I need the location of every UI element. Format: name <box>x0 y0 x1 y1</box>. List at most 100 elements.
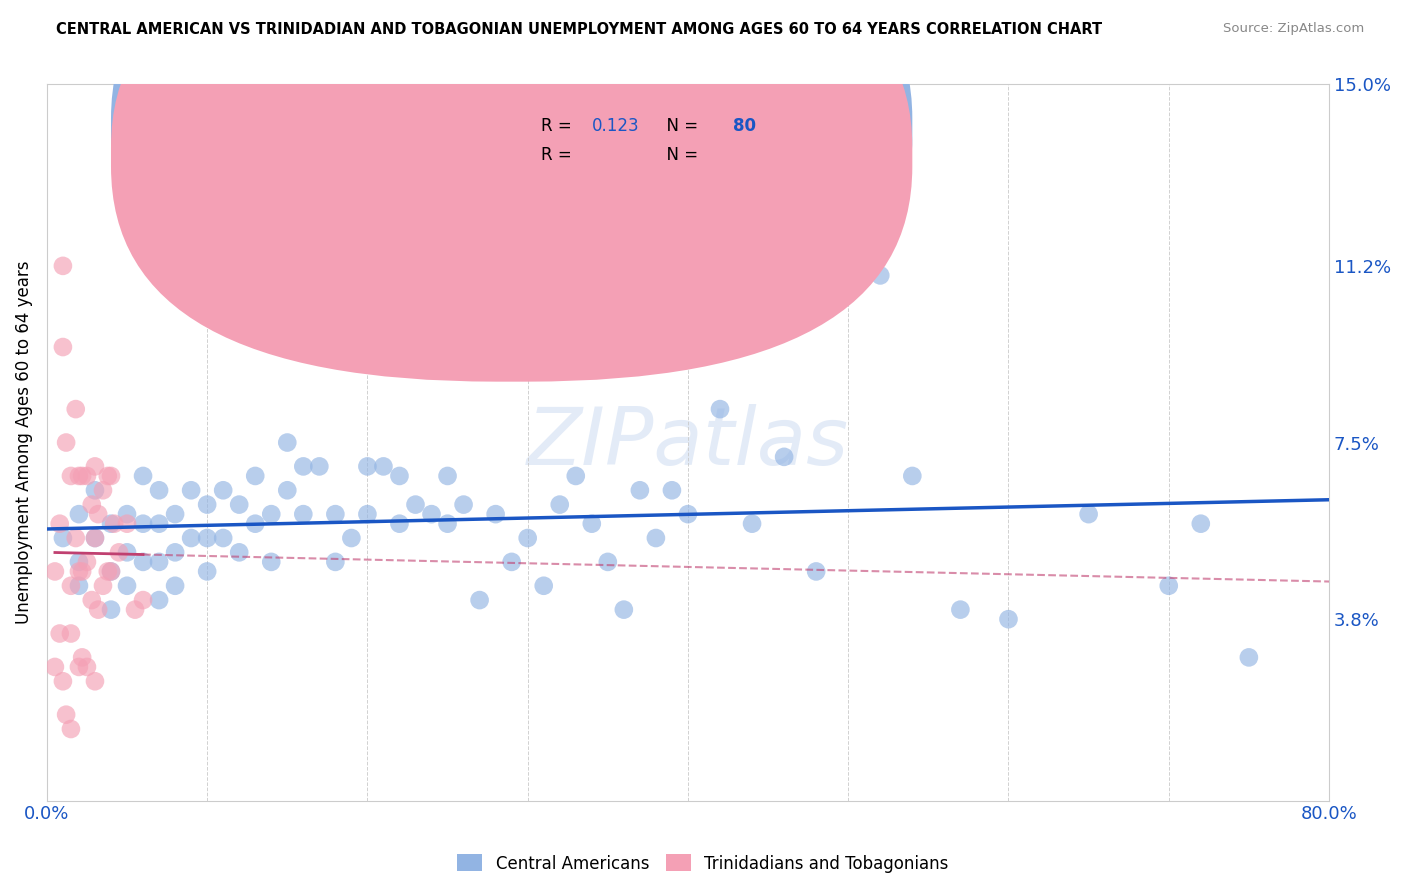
Point <box>67 507 90 521</box>
Point <box>84 483 107 498</box>
Point <box>501 555 523 569</box>
Text: ZIPatlas: ZIPatlas <box>527 403 849 482</box>
Point <box>67 579 90 593</box>
Text: Source: ZipAtlas.com: Source: ZipAtlas.com <box>1223 22 1364 36</box>
Point <box>436 469 458 483</box>
Point <box>195 565 218 579</box>
Point <box>228 545 250 559</box>
Point <box>55 435 77 450</box>
Point <box>405 498 427 512</box>
Point <box>388 469 411 483</box>
Point <box>165 507 187 521</box>
Point <box>165 579 187 593</box>
Point <box>48 626 70 640</box>
Point <box>52 259 75 273</box>
Point <box>70 469 93 483</box>
Point <box>644 531 666 545</box>
Point <box>97 565 120 579</box>
Point <box>628 483 651 498</box>
Point <box>100 516 122 531</box>
Point <box>901 469 924 483</box>
Point <box>260 507 283 521</box>
Point <box>596 555 619 569</box>
Text: N =: N = <box>655 145 703 163</box>
Point <box>52 531 75 545</box>
Point <box>148 483 170 498</box>
Text: 42: 42 <box>733 145 756 163</box>
Point <box>340 531 363 545</box>
Text: 80: 80 <box>733 117 756 135</box>
Point <box>70 650 93 665</box>
Point <box>67 469 90 483</box>
Point <box>180 531 202 545</box>
Point <box>676 507 699 521</box>
Point <box>581 516 603 531</box>
Point <box>468 593 491 607</box>
Point <box>115 545 138 559</box>
Point <box>373 459 395 474</box>
Point <box>165 545 187 559</box>
Point <box>52 340 75 354</box>
Point <box>292 459 315 474</box>
Point <box>741 516 763 531</box>
Point <box>212 483 235 498</box>
Point <box>67 660 90 674</box>
Point <box>276 483 298 498</box>
Point <box>84 674 107 689</box>
Point <box>195 531 218 545</box>
Point <box>80 498 103 512</box>
Point <box>52 674 75 689</box>
Point <box>548 498 571 512</box>
Point <box>108 545 131 559</box>
Point <box>132 516 155 531</box>
Point <box>869 268 891 283</box>
Point <box>44 660 66 674</box>
Point <box>115 579 138 593</box>
Point <box>292 507 315 521</box>
Point <box>100 602 122 616</box>
Point <box>76 555 98 569</box>
Point <box>87 602 110 616</box>
Point <box>516 531 538 545</box>
Point <box>103 516 125 531</box>
Point <box>804 565 827 579</box>
Point <box>245 516 267 531</box>
Point <box>132 593 155 607</box>
Point <box>59 579 82 593</box>
Point <box>124 602 146 616</box>
Point <box>76 660 98 674</box>
Point <box>661 483 683 498</box>
Point <box>59 722 82 736</box>
Legend: Central Americans, Trinidadians and Tobagonians: Central Americans, Trinidadians and Toba… <box>451 847 955 880</box>
Point <box>1077 507 1099 521</box>
Point <box>325 507 347 521</box>
Point <box>436 516 458 531</box>
Point <box>1189 516 1212 531</box>
Point <box>65 402 87 417</box>
Point <box>80 593 103 607</box>
Point <box>100 565 122 579</box>
Point <box>245 469 267 483</box>
Point <box>132 555 155 569</box>
Point <box>420 507 443 521</box>
Point <box>533 579 555 593</box>
Point <box>97 469 120 483</box>
Point <box>148 516 170 531</box>
Point <box>1157 579 1180 593</box>
Point <box>87 507 110 521</box>
Point <box>308 459 330 474</box>
Point <box>148 593 170 607</box>
Point <box>485 507 508 521</box>
Point <box>949 602 972 616</box>
Point <box>388 516 411 531</box>
Y-axis label: Unemployment Among Ages 60 to 64 years: Unemployment Among Ages 60 to 64 years <box>15 260 32 624</box>
Point <box>100 565 122 579</box>
Point <box>212 531 235 545</box>
FancyBboxPatch shape <box>111 0 912 353</box>
Point <box>115 507 138 521</box>
Text: N =: N = <box>655 117 703 135</box>
Point <box>1237 650 1260 665</box>
Text: CENTRAL AMERICAN VS TRINIDADIAN AND TOBAGONIAN UNEMPLOYMENT AMONG AGES 60 TO 64 : CENTRAL AMERICAN VS TRINIDADIAN AND TOBA… <box>56 22 1102 37</box>
Point <box>70 565 93 579</box>
Point <box>148 555 170 569</box>
